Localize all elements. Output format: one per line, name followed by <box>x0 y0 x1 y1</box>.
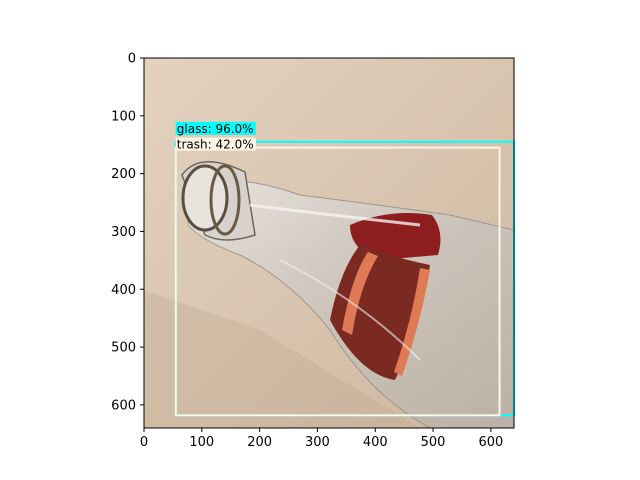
x-tick-label: 300 <box>305 435 330 450</box>
detection-label-bg <box>175 137 256 151</box>
x-tick-label: 600 <box>478 435 503 450</box>
y-tick-label: 0 <box>128 52 136 67</box>
detection-label: trash: 42.0% <box>177 138 254 152</box>
detection-layer: glass: 96.0% trash: 42.0% <box>174 121 515 417</box>
label-stripe-1 <box>342 252 378 335</box>
glass-highlight-2 <box>279 259 421 361</box>
x-tick-label: 0 <box>140 435 148 450</box>
y-tick-label: 100 <box>111 109 136 124</box>
y-tick-label: 200 <box>111 167 136 182</box>
y-tick-label: 500 <box>111 341 136 356</box>
bottle-ring <box>209 164 241 236</box>
glass-highlight <box>249 203 421 227</box>
detection-label: glass: 96.0% <box>177 122 254 136</box>
label-stripe-2 <box>394 268 430 376</box>
x-tick-label: 100 <box>189 435 214 450</box>
x-tick-label: 200 <box>247 435 272 450</box>
y-axis: 0 100 200 300 400 500 600 <box>111 52 144 413</box>
bottle-mouth <box>181 164 229 232</box>
x-tick-label: 400 <box>363 435 388 450</box>
y-tick-label: 600 <box>111 398 136 413</box>
photo <box>144 58 514 428</box>
axes-frame <box>143 57 515 429</box>
x-tick-label: 500 <box>421 435 446 450</box>
detection-box <box>174 146 501 417</box>
shadow-region <box>144 290 420 428</box>
detection-label-bg <box>175 121 256 135</box>
y-tick-label: 300 <box>111 225 136 240</box>
x-axis: 0 100 200 300 400 500 600 <box>140 428 503 450</box>
y-tick-label: 400 <box>111 283 136 298</box>
